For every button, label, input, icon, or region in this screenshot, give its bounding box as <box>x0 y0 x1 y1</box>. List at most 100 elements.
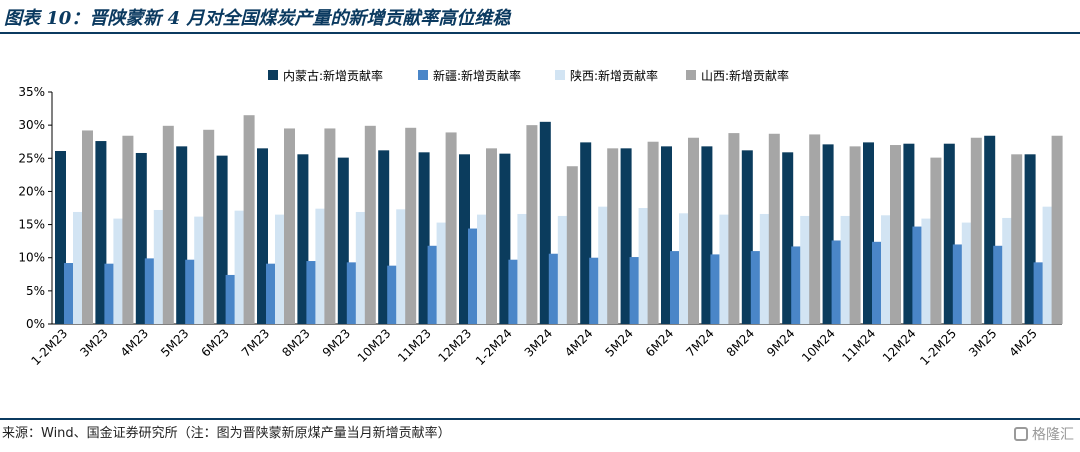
x-tick-label: 7M23 <box>239 326 272 359</box>
bar <box>499 153 511 324</box>
bar <box>952 244 964 324</box>
bar <box>984 135 996 324</box>
bar <box>427 245 439 324</box>
x-tick-label: 6M24 <box>643 326 676 359</box>
bar <box>135 152 147 324</box>
gelonghui-logo-icon <box>1014 427 1028 441</box>
x-tick-label: 4M24 <box>562 326 595 359</box>
y-tick-label: 30% <box>18 118 45 132</box>
bar <box>970 137 982 324</box>
bar <box>477 214 488 324</box>
bar <box>728 133 740 324</box>
y-tick-label: 25% <box>18 151 45 165</box>
bar <box>153 209 165 324</box>
bar <box>849 146 861 324</box>
bar <box>387 265 399 324</box>
bar <box>620 148 632 324</box>
bar <box>122 135 134 324</box>
bar <box>225 274 237 324</box>
x-tick-label: 11M23 <box>395 326 434 365</box>
bar <box>912 226 924 324</box>
bar <box>881 215 892 324</box>
bar <box>324 128 336 324</box>
bar <box>275 214 286 324</box>
bar <box>719 214 731 324</box>
bar <box>993 245 1005 324</box>
watermark-text: 格隆汇 <box>1032 427 1074 443</box>
bar <box>216 155 228 324</box>
bar <box>55 150 66 324</box>
x-tick-label: 1-2M24 <box>473 326 515 368</box>
bar <box>104 263 116 324</box>
bar <box>194 216 206 324</box>
bar <box>598 206 610 324</box>
bar <box>1002 217 1014 324</box>
bar <box>750 251 762 324</box>
bar <box>346 262 358 324</box>
x-tick-label: 11M24 <box>839 326 878 365</box>
bar <box>113 218 125 324</box>
bar <box>405 127 417 325</box>
bar <box>548 253 560 324</box>
source-note: 来源：Wind、国金证券研究所（注：图为晋陕蒙新原煤产量当月新增贡献率） <box>2 426 451 441</box>
x-tick-label: 7M24 <box>683 326 716 359</box>
bar <box>589 257 601 324</box>
bar <box>315 208 327 324</box>
x-tick-label: 10M24 <box>799 326 838 365</box>
figure-title: 图表 10：晋陕蒙新 4 月对全国煤炭产量的新增贡献率高位维稳 <box>4 8 511 29</box>
bar <box>176 146 188 324</box>
y-tick-label: 20% <box>18 184 45 198</box>
x-tick-label: 3M23 <box>77 326 110 359</box>
bar <box>459 154 470 324</box>
bar <box>890 145 901 324</box>
bar <box>701 146 713 324</box>
bar <box>566 166 578 324</box>
bar <box>508 259 520 324</box>
bar <box>930 157 942 324</box>
x-tick-label: 3M25 <box>966 326 999 359</box>
x-tick-label: 1-2M23 <box>28 326 70 368</box>
bar <box>526 125 538 325</box>
bar <box>486 148 497 324</box>
bar <box>517 213 529 324</box>
header-rule <box>0 32 1080 34</box>
y-tick-label: 0% <box>26 317 45 331</box>
bar <box>297 154 309 324</box>
bar <box>961 222 973 324</box>
bar <box>921 218 933 324</box>
bar <box>418 152 430 324</box>
bar <box>831 240 843 324</box>
bar <box>679 213 690 324</box>
bar <box>364 125 376 324</box>
bar <box>73 211 84 324</box>
bar <box>1033 262 1045 324</box>
bar <box>670 251 681 324</box>
bar <box>468 228 479 324</box>
bar <box>144 258 156 324</box>
y-tick-label: 15% <box>18 218 45 232</box>
bar <box>436 222 448 324</box>
x-tick-label: 5M24 <box>602 326 635 359</box>
x-tick-label: 4M25 <box>1006 326 1039 359</box>
bar <box>782 152 794 324</box>
bar-chart: 0% 5% 10% 15% 20% 25% 30% 35% 1-2M23 3M23 4M23 5M23… <box>18 68 1063 368</box>
bar <box>607 148 619 324</box>
bar <box>1051 135 1063 324</box>
bar <box>661 146 672 324</box>
bar <box>647 141 659 324</box>
bar <box>629 257 641 324</box>
y-tick-label: 35% <box>18 85 45 99</box>
bar <box>557 215 569 324</box>
watermark: 格隆汇 <box>1014 424 1074 444</box>
x-tick-label: 8M23 <box>279 326 312 359</box>
bar <box>809 134 821 324</box>
legend-label: 山西:新增贡献率 <box>701 68 789 83</box>
bar <box>337 157 349 324</box>
x-tick-label: 9M23 <box>320 326 353 359</box>
bar <box>203 129 215 324</box>
y-tick-label: 10% <box>18 251 45 265</box>
legend-swatch <box>268 70 278 80</box>
legend-label: 内蒙古:新增贡献率 <box>283 68 383 83</box>
bar <box>445 132 457 324</box>
bar <box>243 115 255 324</box>
